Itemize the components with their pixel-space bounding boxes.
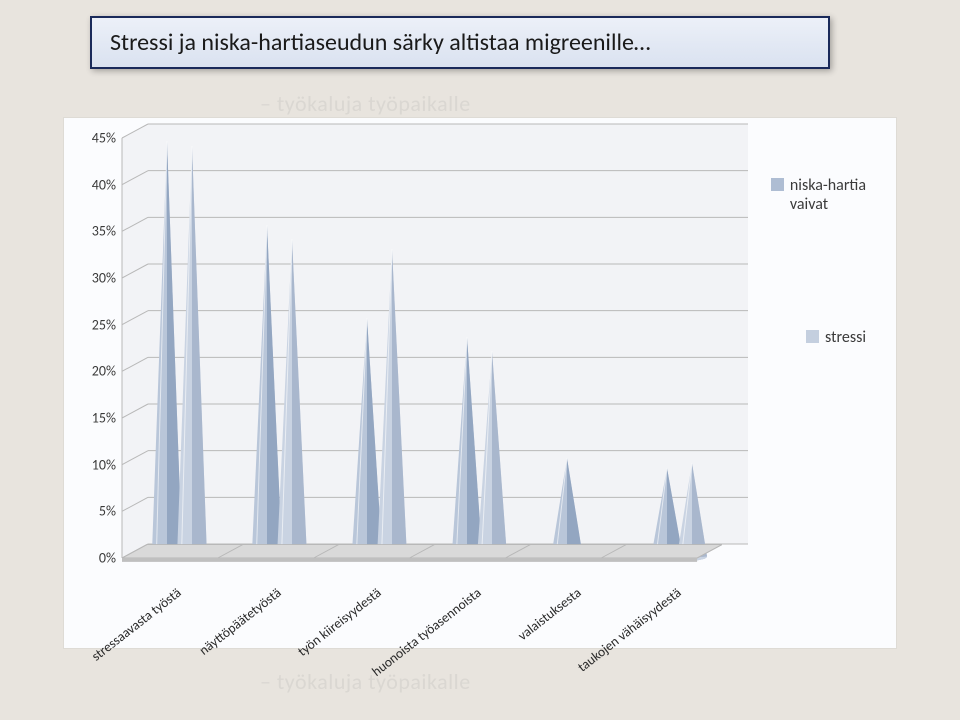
- chart-panel: 0% 5% 10% 15% 20% 25% 30% 35% 40% 45%: [64, 118, 896, 648]
- xlabel: stressaavasta työstä: [88, 584, 184, 665]
- xlabel: työn kiireisyydestä: [294, 584, 384, 660]
- ghost-top: – työkaluja työpaikalle: [260, 90, 471, 117]
- legend-label-stressi: stressi: [825, 328, 866, 347]
- cone: [477, 351, 507, 561]
- plot-area: [122, 138, 722, 558]
- cone-layer: [122, 138, 722, 558]
- ytick: 40%: [92, 176, 116, 193]
- xlabel: näyttöpäätetyöstä: [195, 584, 284, 659]
- xlabel: taukojen vähäisyydestä: [574, 584, 684, 675]
- ytick: 30%: [92, 270, 116, 287]
- legend-stressi: stressi: [806, 328, 866, 347]
- ytick: 10%: [92, 456, 116, 473]
- xlabel: huonoista työasennoista: [368, 584, 484, 680]
- cone: [277, 239, 307, 561]
- ghost-bottom: – työkaluja työpaikalle: [260, 668, 471, 695]
- ytick: 20%: [92, 363, 116, 380]
- xlabel: valaistuksesta: [514, 584, 584, 644]
- slide-title: Stressi ja niska-hartiaseudun särky alti…: [90, 16, 830, 69]
- ytick: 35%: [92, 223, 116, 240]
- ytick: 25%: [92, 316, 116, 333]
- legend-niska-hartia: niska-hartia vaivat: [771, 176, 866, 214]
- ytick: 45%: [92, 130, 116, 147]
- ytick: 5%: [99, 503, 116, 520]
- legend-label-niska-2: vaivat: [790, 195, 828, 214]
- cone: [377, 249, 407, 561]
- ytick: 15%: [92, 410, 116, 427]
- legend-swatch-stressi-icon: [806, 330, 819, 343]
- cone: [177, 146, 207, 561]
- legend-label-niska: niska-hartia: [790, 176, 866, 195]
- legend-swatch-niska-icon: [771, 178, 784, 191]
- x-axis-labels: stressaavasta työstänäyttöpäätetyöstätyö…: [122, 570, 722, 650]
- y-axis: 0%5%10%15%20%25%30%35%40%45%: [64, 138, 122, 558]
- ytick: 0%: [99, 550, 116, 567]
